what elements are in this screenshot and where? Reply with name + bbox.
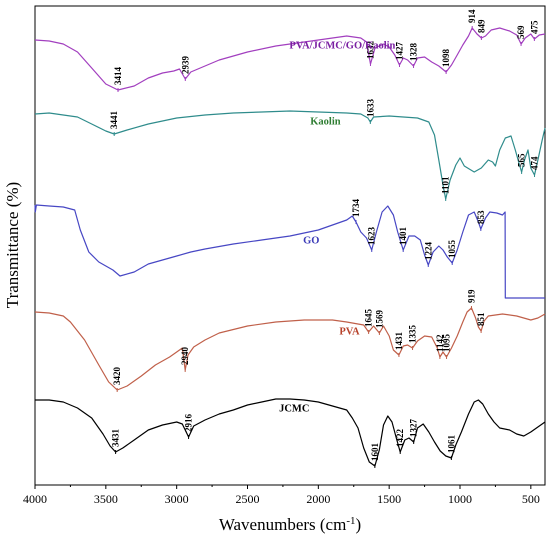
- peak-label: 914: [467, 9, 477, 23]
- peak-label: 1101: [441, 176, 451, 194]
- peak-label: 849: [476, 19, 486, 33]
- x-tick-label: 500: [522, 492, 540, 506]
- x-tick-label: 3500: [94, 492, 118, 506]
- peak-label: 853: [476, 210, 486, 224]
- peak-label: 1061: [446, 435, 456, 454]
- plot-frame: [34, 5, 546, 486]
- peak-label: 569: [516, 25, 526, 39]
- peak-label: 851: [476, 312, 486, 326]
- peak-label: 3441: [109, 111, 119, 130]
- series-label: JCMC: [279, 403, 309, 414]
- peak-label: 2939: [180, 56, 190, 75]
- x-tick-label: 1000: [448, 492, 472, 506]
- peak-label: 1224: [423, 242, 433, 261]
- series-layer: [34, 27, 546, 467]
- peak-label: 3420: [112, 367, 122, 386]
- peak-label: 1335: [408, 325, 418, 344]
- series-label: PVA/JCMC/GO/Kaolin: [289, 41, 395, 52]
- y-axis-title: Transmittance (%): [3, 182, 22, 308]
- x-tick-label: 3000: [165, 492, 189, 506]
- plot-area-border: [34, 5, 546, 486]
- x-tick-label: 2500: [236, 492, 260, 506]
- peak-label: 1633: [365, 99, 375, 118]
- series-line-pva: [34, 307, 546, 391]
- peak-label: 1734: [351, 199, 361, 218]
- series-label: Kaolin: [310, 116, 341, 127]
- x-tick-label: 1500: [377, 492, 401, 506]
- peak-label: 1623: [367, 227, 377, 246]
- peak-label: 1327: [409, 419, 419, 438]
- peak-label: 1142: [435, 334, 445, 352]
- peak-label: 919: [467, 289, 477, 303]
- series-label-layer: PVA/JCMC/GO/Kaolin Kaolin GO PVA JCMC: [279, 41, 395, 415]
- x-axis-title: Wavenumbers (cm-1): [219, 515, 361, 534]
- peak-label: 1427: [395, 42, 405, 61]
- peak-label: 1095: [442, 334, 452, 353]
- series-line-go: [34, 204, 545, 299]
- peak-label: 1569: [374, 310, 384, 329]
- peak-label: 1055: [447, 240, 457, 259]
- series-line-pva-jcmc-go-kaolin: [34, 27, 546, 91]
- peak-label: 3414: [113, 67, 123, 86]
- peak-label: 3431: [111, 429, 121, 448]
- peak-label: 1632: [366, 41, 376, 60]
- peak-label: 1601: [370, 443, 380, 462]
- series-label: GO: [303, 236, 319, 247]
- series-line-kaolin: [34, 110, 546, 200]
- peak-label: 565: [517, 153, 527, 167]
- peak-label: 1431: [394, 332, 404, 351]
- peak-label: 2940: [180, 347, 190, 366]
- x-tick-label: 4000: [23, 492, 47, 506]
- peak-label: 474: [530, 156, 540, 170]
- peak-label: 1098: [441, 49, 451, 68]
- series-label: PVA: [339, 327, 360, 338]
- peak-label: 2916: [184, 414, 194, 433]
- x-axis: 4000 3500 3000 2500 2000 1500 1000 500: [23, 485, 540, 506]
- x-tick-label: 2000: [306, 492, 330, 506]
- peak-label: 1328: [409, 43, 419, 62]
- peak-label: 1422: [395, 429, 405, 448]
- peak-label: 475: [529, 20, 539, 34]
- peak-label: 1401: [398, 227, 408, 246]
- peak-label: 1645: [364, 309, 374, 328]
